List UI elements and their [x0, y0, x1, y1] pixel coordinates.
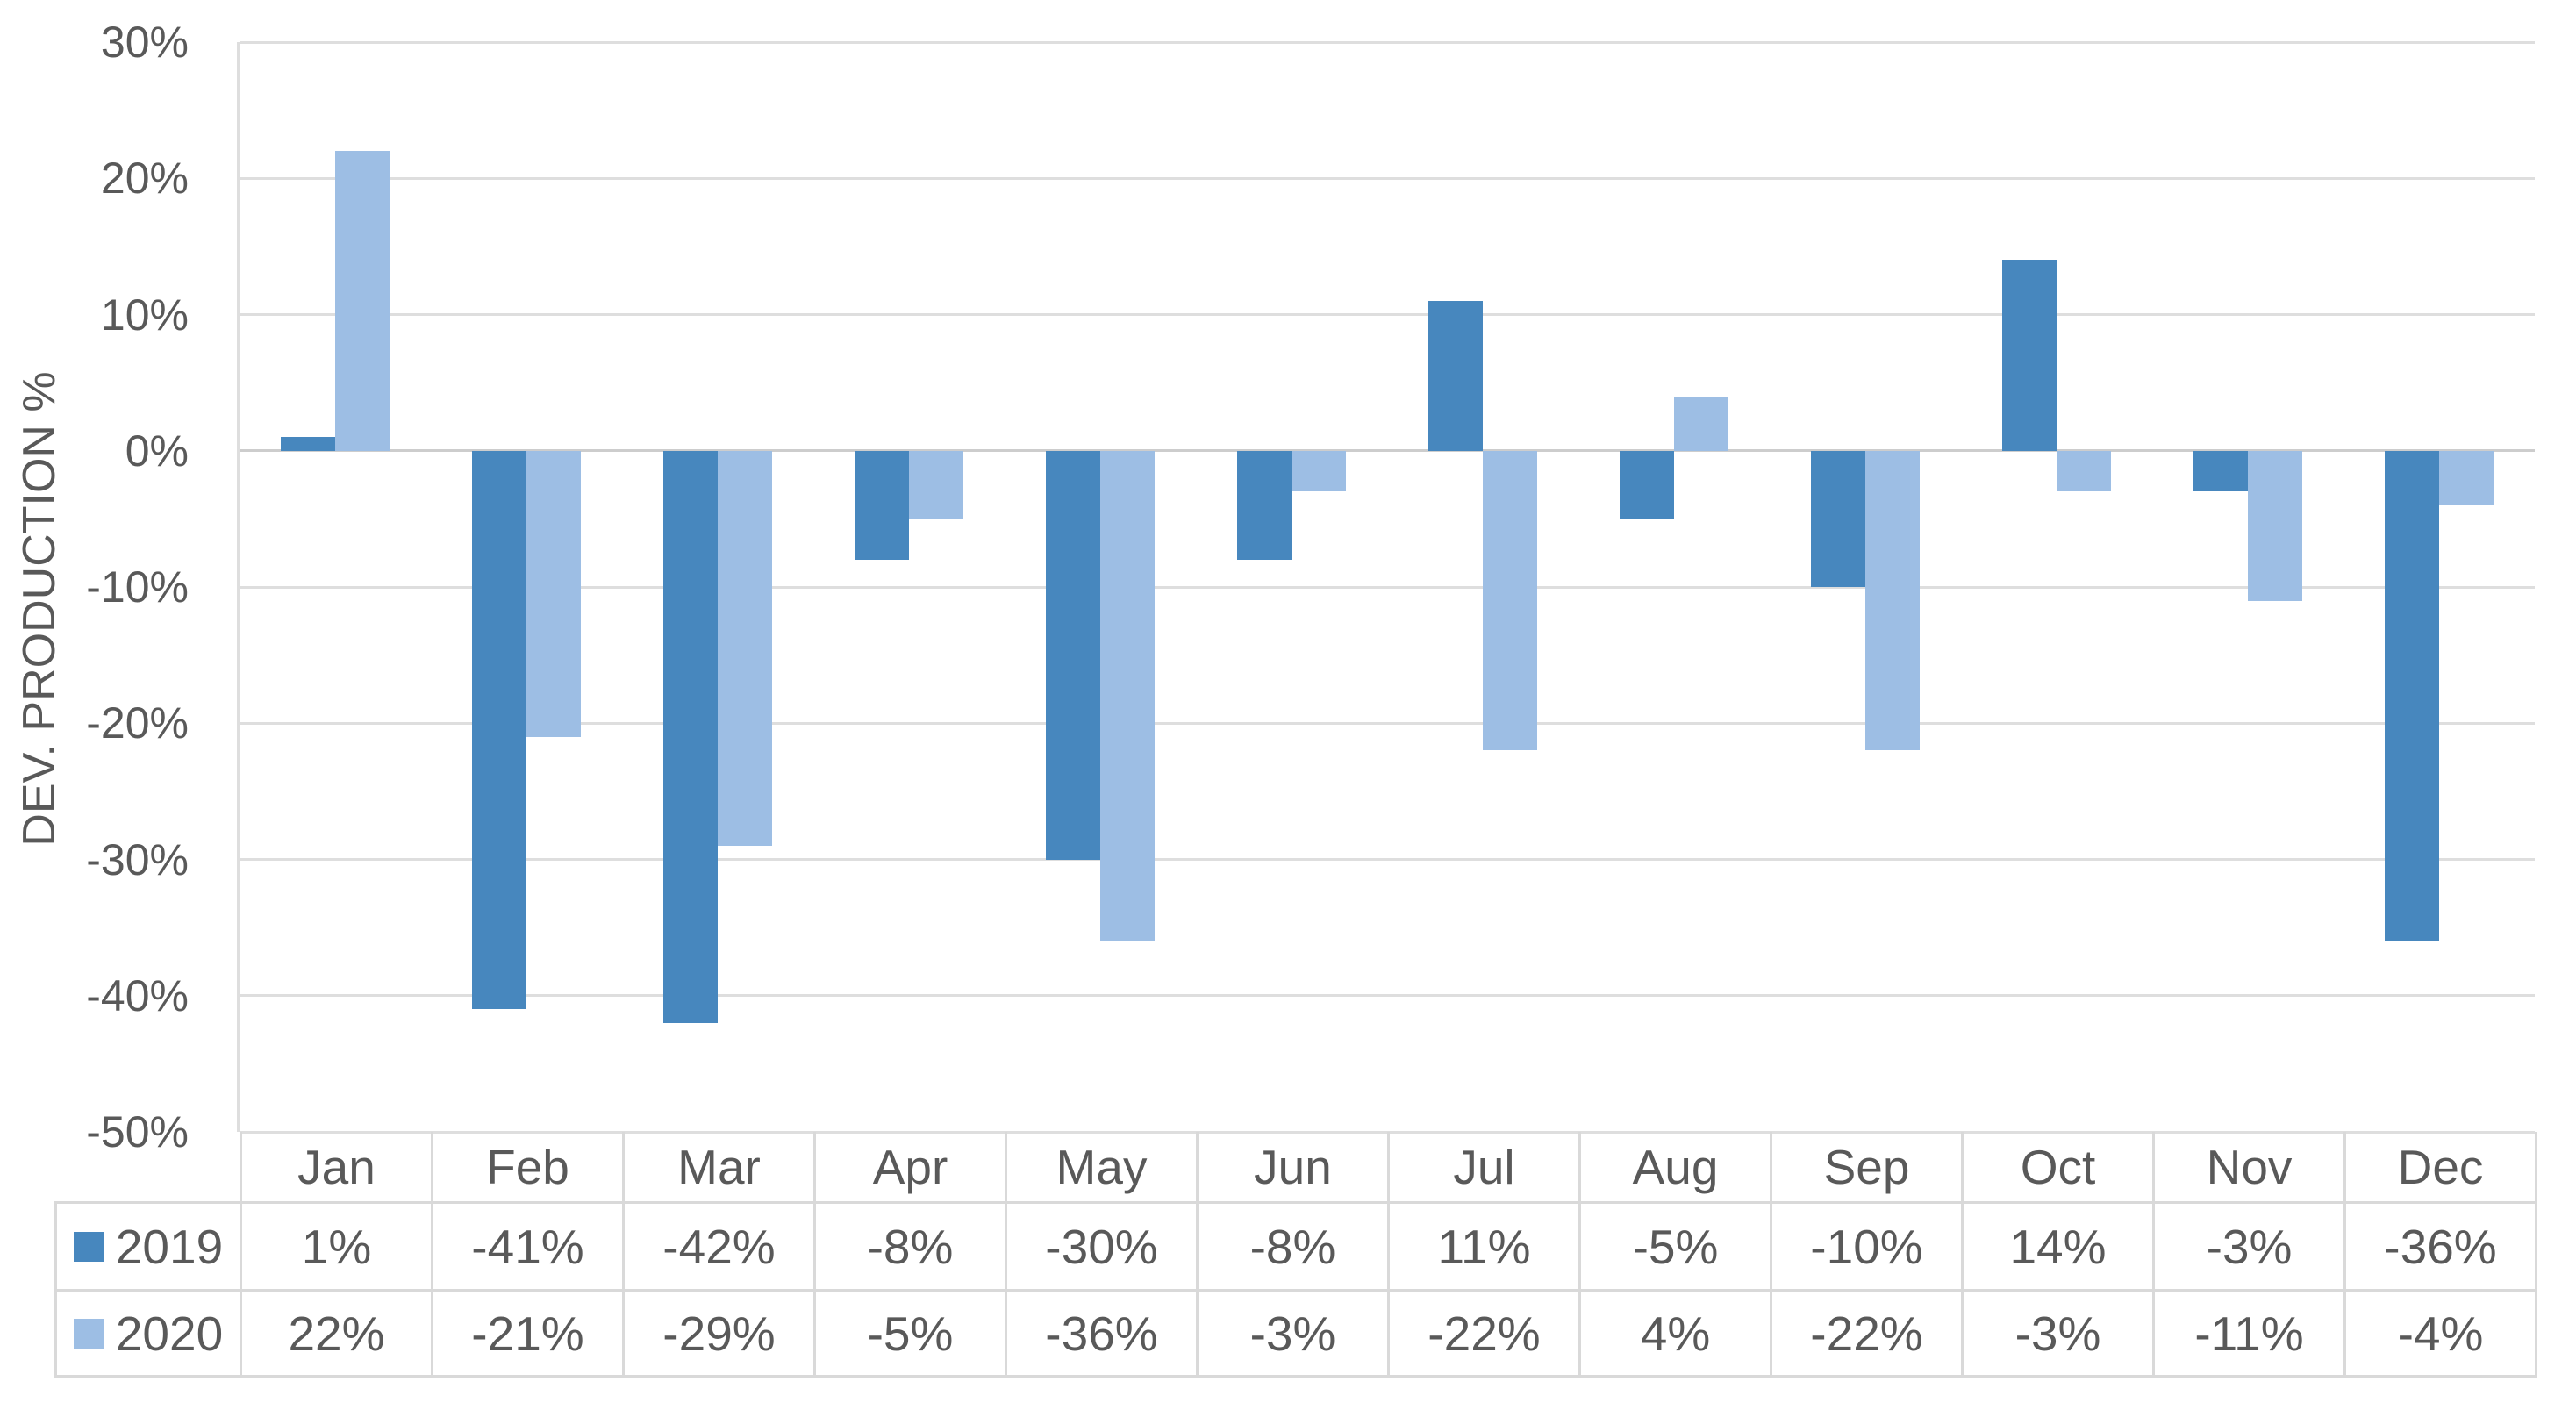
table-cell-2019-jul: 11%	[1387, 1204, 1578, 1292]
table-header-jul: Jul	[1387, 1132, 1578, 1204]
bar-2019-feb	[472, 450, 526, 1010]
bar-2020-sep	[1865, 450, 1920, 751]
bar-2019-dec	[2385, 450, 2439, 941]
gridline-10%	[240, 313, 2535, 316]
plot-area	[240, 40, 2535, 1134]
table-cell-2020-aug: 4%	[1578, 1292, 1770, 1378]
table-cell-2019-apr: -8%	[813, 1204, 1005, 1292]
table-header-may: May	[1005, 1132, 1196, 1204]
table-cell-2019-jan: 1%	[240, 1204, 431, 1292]
table-cell-2020-sep: -22%	[1770, 1292, 1961, 1378]
y-tick-label: 10%	[100, 290, 189, 340]
table-cell-2019-dec: -36%	[2343, 1204, 2535, 1292]
bar-2020-apr	[909, 450, 963, 519]
bar-2020-nov	[2248, 450, 2302, 601]
bar-2019-jul	[1428, 300, 1483, 451]
table-cell-2019-sep: -10%	[1770, 1204, 1961, 1292]
gridline--40%	[240, 994, 2535, 998]
y-tick-label: -30%	[86, 834, 189, 884]
table-cell-2019-aug: -5%	[1578, 1204, 1770, 1292]
bar-2020-jul	[1483, 450, 1537, 751]
y-tick-label: 30%	[100, 18, 189, 67]
table-header-mar: Mar	[622, 1132, 813, 1204]
gridline-20%	[240, 176, 2535, 180]
bar-2020-jan	[335, 151, 390, 451]
table-header-apr: Apr	[813, 1132, 1005, 1204]
bar-2019-apr	[855, 450, 909, 560]
bar-2020-aug	[1674, 396, 1728, 451]
bar-2019-nov	[2193, 450, 2248, 492]
bar-2019-aug	[1620, 450, 1674, 519]
table-cell-2020-jun: -3%	[1196, 1292, 1387, 1378]
legend-label-2019: 2019	[115, 1219, 224, 1274]
table-header-oct: Oct	[1961, 1132, 2152, 1204]
legend-key-2020: 2020	[54, 1292, 240, 1378]
bar-2019-oct	[2002, 260, 2057, 451]
legend-swatch-icon	[73, 1231, 104, 1262]
table-cell-2020-nov: -11%	[2152, 1292, 2343, 1378]
table-cell-2020-apr: -5%	[813, 1292, 1005, 1378]
bar-2020-jun	[1292, 450, 1346, 492]
legend-label-2020: 2020	[115, 1306, 224, 1361]
table-header-dec: Dec	[2343, 1132, 2535, 1204]
bar-2020-dec	[2439, 450, 2494, 505]
legend-key-2019: 2019	[54, 1204, 240, 1292]
bar-2019-jan	[281, 437, 335, 451]
y-tick-label: -50%	[86, 1107, 189, 1156]
gridline-30%	[240, 40, 2535, 44]
y-tick-label: -10%	[86, 562, 189, 612]
table-cell-2020-feb: -21%	[431, 1292, 622, 1378]
table-header-feb: Feb	[431, 1132, 622, 1204]
y-tick-label: -40%	[86, 970, 189, 1020]
bar-2020-oct	[2057, 450, 2111, 492]
y-axis-line	[237, 42, 240, 1132]
bar-2019-may	[1046, 450, 1100, 860]
table-cell-2020-dec: -4%	[2343, 1292, 2535, 1378]
bar-2019-sep	[1811, 450, 1865, 587]
table-header-nov: Nov	[2152, 1132, 2343, 1204]
gridline--30%	[240, 858, 2535, 861]
table-cell-2020-jul: -22%	[1387, 1292, 1578, 1378]
table-header-jun: Jun	[1196, 1132, 1387, 1204]
table-cell-2020-may: -36%	[1005, 1292, 1196, 1378]
table-cell-2019-feb: -41%	[431, 1204, 622, 1292]
data-table: Jan Feb Mar Apr May Jun Jul Aug Sep Oct Nov Dec 2019…	[54, 1132, 2537, 1378]
table-cell-2020-oct: -3%	[1961, 1292, 2152, 1378]
table-cell-2019-jun: -8%	[1196, 1204, 1387, 1292]
y-tick-label: 20%	[100, 154, 189, 204]
bar-2020-feb	[526, 450, 581, 737]
y-tick-label: -20%	[86, 698, 189, 748]
bar-2020-mar	[718, 450, 772, 846]
gridline--10%	[240, 585, 2535, 589]
table-cell-2019-mar: -42%	[622, 1204, 813, 1292]
table-cell-2019-may: -30%	[1005, 1204, 1196, 1292]
table-cell-2019-nov: -3%	[2152, 1204, 2343, 1292]
table-cell-2020-mar: -29%	[622, 1292, 813, 1378]
table-corner-cell	[54, 1132, 240, 1204]
gridline--20%	[240, 721, 2535, 725]
table-cell-2020-jan: 22%	[240, 1292, 431, 1378]
bar-2019-jun	[1237, 450, 1292, 560]
table-cell-2019-oct: 14%	[1961, 1204, 2152, 1292]
table-header-sep: Sep	[1770, 1132, 1961, 1204]
table-header-aug: Aug	[1578, 1132, 1770, 1204]
y-tick-label: 0%	[125, 426, 189, 476]
legend-swatch-icon	[73, 1318, 104, 1349]
bar-2019-mar	[663, 450, 718, 1023]
bar-2020-may	[1100, 450, 1155, 941]
gridline-0%	[240, 449, 2535, 453]
table-header-jan: Jan	[240, 1132, 431, 1204]
